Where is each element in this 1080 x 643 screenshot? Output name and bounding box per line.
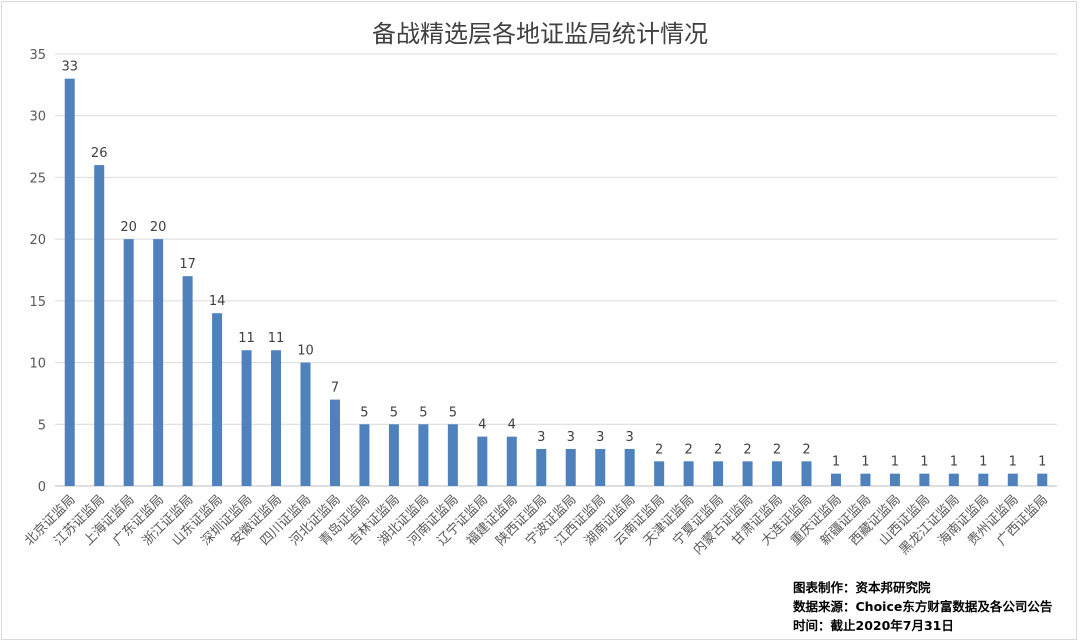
bar [123,239,134,486]
bar [388,424,399,486]
note-source: 数据来源：Choice东方财富数据及各公司公告 [793,599,1053,614]
y-tick-label: 10 [29,357,46,372]
data-label: 5 [449,405,457,420]
data-label: 1 [891,455,899,470]
data-label: 10 [297,344,314,359]
bar [889,473,900,486]
data-label: 26 [91,146,108,161]
bar [271,350,282,486]
bar [418,424,429,486]
data-label: 2 [714,442,722,457]
bar [94,165,105,487]
bar [64,78,75,486]
chart-title: 备战精选层各地证监局统计情况 [372,20,708,48]
bar [772,461,783,486]
bar [477,436,488,486]
bar [447,424,458,486]
data-label: 11 [238,331,255,346]
data-label: 5 [390,405,398,420]
bar [359,424,370,486]
data-label: 11 [268,331,285,346]
data-label: 3 [537,430,545,445]
note-maker: 图表制作：资本邦研究院 [793,580,931,595]
data-label: 33 [61,60,78,75]
data-label: 20 [150,220,167,235]
data-label: 2 [684,442,692,457]
data-label: 7 [331,381,339,396]
bar [329,399,340,486]
data-label: 4 [478,418,486,433]
bar [801,461,812,486]
data-label: 1 [979,455,987,470]
bar [654,461,665,486]
bar [683,461,694,486]
data-label: 1 [950,455,958,470]
bar [713,461,724,486]
chart-notes: 图表制作：资本邦研究院 数据来源：Choice东方财富数据及各公司公告 时间：截… [793,578,1078,635]
data-label: 4 [508,418,516,433]
data-label: 5 [419,405,427,420]
bar [506,436,517,486]
y-tick-label: 15 [29,295,46,310]
data-label: 1 [1038,455,1046,470]
data-label: 2 [655,442,663,457]
data-label: 2 [773,442,781,457]
bar [1037,473,1048,486]
bar [595,448,606,486]
data-label: 2 [802,442,810,457]
data-label: 1 [920,455,928,470]
bar [153,239,164,486]
data-label: 3 [626,430,634,445]
y-tick-label: 35 [29,48,46,63]
y-tick-label: 5 [38,418,46,433]
bar [919,473,930,486]
bar [742,461,753,486]
data-label: 17 [179,257,196,272]
data-label: 5 [360,405,368,420]
bar [182,276,193,486]
data-label: 3 [596,430,604,445]
bar [1007,473,1018,486]
bar [860,473,871,486]
bar [830,473,841,486]
data-label: 14 [209,294,226,309]
bar [241,350,252,486]
bar [624,448,635,486]
bar [948,473,959,486]
y-tick-label: 30 [29,110,46,125]
data-label: 2 [743,442,751,457]
data-label: 1 [1009,455,1017,470]
bar [565,448,576,486]
bar [212,313,223,486]
y-tick-label: 0 [38,480,46,495]
bar [978,473,989,486]
bar [300,362,311,486]
note-time: 时间：截止2020年7月31日 [793,618,954,633]
data-label: 1 [861,455,869,470]
data-label: 3 [567,430,575,445]
bar [536,448,547,486]
data-label: 20 [120,220,137,235]
y-tick-label: 20 [29,233,46,248]
y-tick-label: 25 [29,171,46,186]
data-label: 1 [832,455,840,470]
